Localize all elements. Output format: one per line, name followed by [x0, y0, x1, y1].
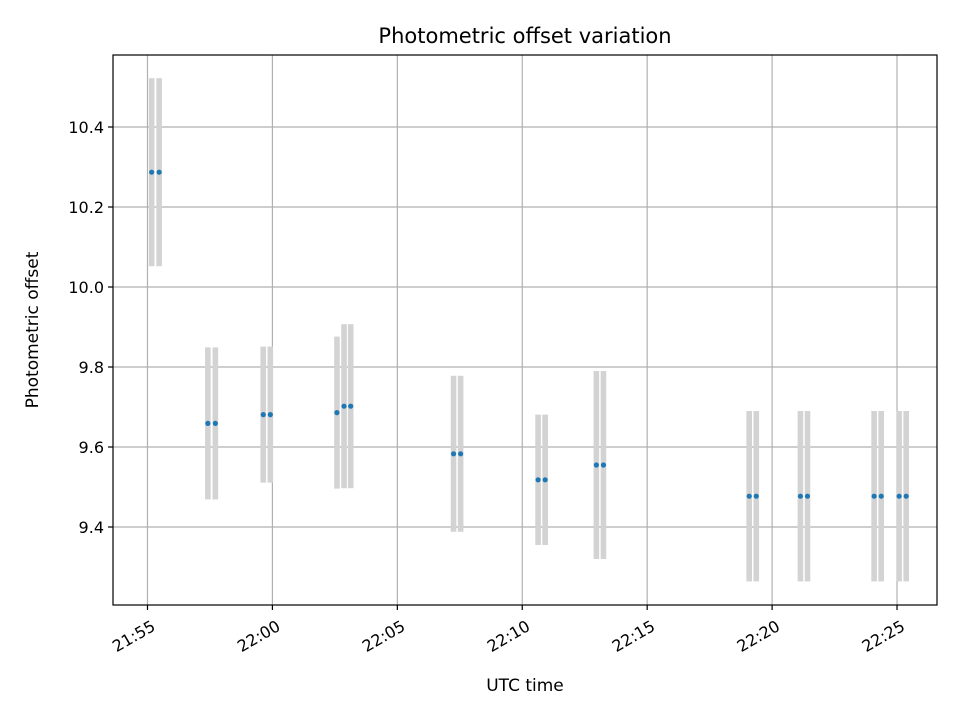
data-point: [341, 403, 347, 409]
data-point: [267, 412, 273, 418]
plot-frame: [112, 54, 938, 606]
data-point: [871, 493, 877, 499]
y-axis-ticks: 9.4 9.6 9.8 10.0 10.2 10.4: [68, 118, 113, 537]
data-point: [804, 493, 811, 499]
data-point: [896, 493, 902, 499]
data-points: [149, 169, 909, 499]
data-point: [212, 420, 218, 426]
y-tick-label: 10.4: [68, 118, 104, 137]
data-point: [348, 403, 354, 409]
data-point: [205, 420, 211, 426]
data-point: [593, 462, 599, 468]
data-point: [260, 412, 266, 418]
data-point: [450, 451, 457, 457]
chart-title: Photometric offset variation: [378, 24, 671, 48]
data-point: [542, 477, 548, 483]
data-point: [797, 493, 804, 499]
data-point: [753, 493, 759, 499]
data-point: [903, 493, 909, 499]
y-tick-label: 10.2: [68, 198, 104, 217]
data-point: [746, 493, 752, 499]
grid: [113, 55, 937, 605]
data-point: [600, 462, 607, 468]
y-tick-label: 9.6: [79, 438, 104, 457]
data-point: [334, 410, 340, 416]
y-tick-label: 10.0: [68, 278, 104, 297]
data-point: [458, 451, 464, 457]
data-point: [878, 493, 884, 499]
data-point: [149, 169, 155, 175]
x-axis-label: UTC time: [486, 676, 564, 696]
y-tick-label: 9.8: [79, 358, 104, 377]
y-axis-label: Photometric offset: [23, 251, 43, 408]
data-point: [156, 169, 162, 175]
data-point: [535, 477, 541, 483]
y-tick-label: 9.4: [79, 518, 104, 537]
